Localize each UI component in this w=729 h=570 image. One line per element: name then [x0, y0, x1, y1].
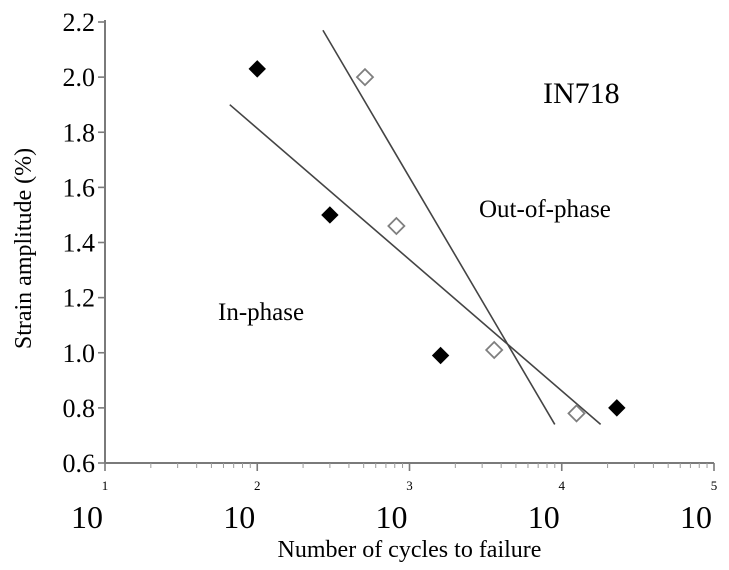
fit-line-out-of-phase — [322, 29, 556, 425]
in-phase-point — [608, 399, 626, 417]
out-of-phase-point — [355, 67, 375, 87]
y-tick-label: 2.2 — [63, 8, 96, 37]
in-phase-point — [431, 346, 450, 365]
x-tick-label-exponent: 4 — [559, 478, 566, 493]
y-tick-label: 1.0 — [63, 339, 96, 368]
in-phase-point — [248, 60, 266, 78]
x-tick-label-base: 10 — [376, 499, 408, 535]
out-of-phase-point — [567, 404, 586, 423]
x-tick-label-base: 10 — [71, 499, 103, 535]
axes: 0.6 0.8 1.0 1.2 1.4 1.6 1.8 2.0 2.2 10 1 10 2 10 3 10 4 1… — [11, 8, 717, 563]
y-tick-label: 1.2 — [63, 284, 96, 313]
out-of-phase-point — [484, 340, 504, 360]
x-axis-title: Number of cycles to failure — [278, 537, 542, 563]
x-tick-label-exponent: 3 — [406, 478, 413, 493]
x-tick-label-exponent: 1 — [102, 478, 109, 493]
y-tick-label: 1.4 — [63, 229, 96, 258]
y-tick-label: 1.6 — [63, 173, 96, 202]
x-tick-label-base: 10 — [528, 499, 560, 535]
x-tick-label-exponent: 5 — [711, 478, 718, 493]
x-tick-label-base: 10 — [680, 499, 712, 535]
y-tick-label: 2.0 — [63, 63, 96, 92]
in-phase-label: In-phase — [218, 299, 304, 326]
y-axis-title: Strain amplitude (%) — [11, 148, 37, 349]
out-of-phase-label: Out-of-phase — [479, 196, 611, 223]
y-tick-label: 0.6 — [63, 449, 96, 478]
out-of-phase-point — [387, 216, 406, 236]
y-tick-label: 1.8 — [63, 118, 96, 147]
data-markers — [248, 60, 626, 423]
in-phase-point — [321, 206, 339, 224]
material-label: IN718 — [543, 77, 620, 110]
y-tick-label: 0.8 — [63, 394, 96, 423]
annotations: IN718 Out-of-phase In-phase — [218, 77, 620, 326]
fit-lines — [229, 29, 602, 426]
fit-line-in-phase — [229, 104, 602, 426]
x-tick-label-exponent: 2 — [254, 478, 261, 493]
x-tick-label-base: 10 — [223, 499, 255, 535]
